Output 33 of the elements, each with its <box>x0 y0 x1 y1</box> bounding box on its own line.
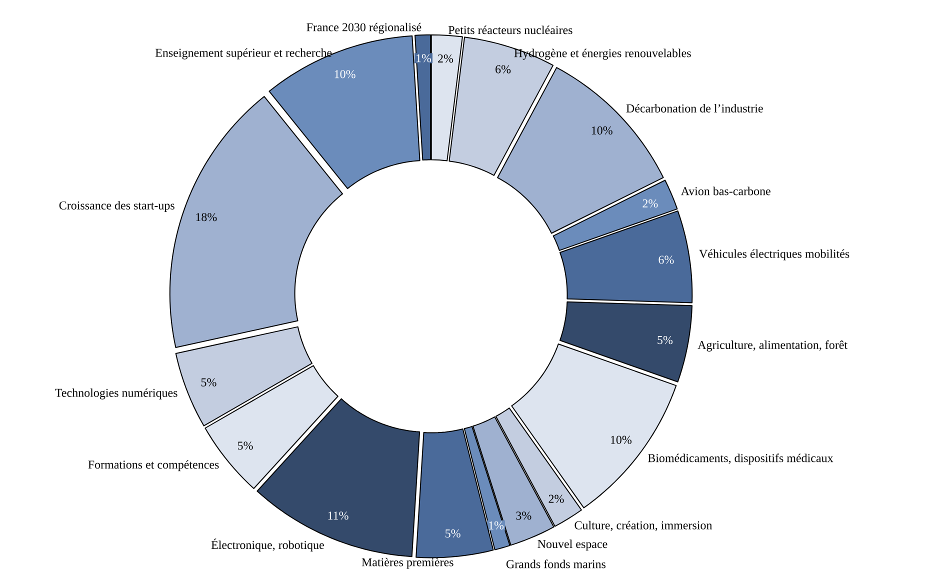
data-label: 5% <box>238 442 253 450</box>
slice-label: France 2030 régionalisé <box>306 22 422 34</box>
data-label: 10% <box>334 70 356 78</box>
data-label: 5% <box>658 336 673 344</box>
data-label: 5% <box>201 378 216 386</box>
slice-label: Matières premières <box>362 558 454 569</box>
data-label: 2% <box>548 494 564 503</box>
slice-label: Petits réacteurs nucléaires <box>448 26 572 34</box>
data-label: 10% <box>610 436 632 444</box>
slice-label: Enseignement supérieur et recherche <box>155 48 332 60</box>
data-label: 6% <box>496 65 511 74</box>
slice-label: Formations et compétences <box>88 460 219 472</box>
data-label: 11% <box>328 512 348 520</box>
slice-label: Nouvel espace <box>538 540 608 551</box>
slice-label: Véhicules électriques mobilités <box>699 249 850 260</box>
data-label: 2% <box>642 199 658 208</box>
slice-label: Avion bas-carbone <box>680 186 770 196</box>
data-label: 18% <box>196 213 217 222</box>
data-label: 2% <box>438 54 454 63</box>
slice-label: Croissance des start-ups <box>59 201 174 212</box>
data-label: 1% <box>416 54 432 62</box>
slice-label: Culture, création, immersion <box>574 520 712 532</box>
data-label: 3% <box>516 512 532 520</box>
data-label: 10% <box>592 126 612 135</box>
slice-label: Grands fonds marins <box>506 560 606 568</box>
data-label: 6% <box>658 256 674 264</box>
slice-label: Électronique, robotique <box>211 538 324 552</box>
slice-label: Décarbonation de l’industrie <box>626 104 763 112</box>
data-label: 1% <box>489 521 504 530</box>
slice-label: Biomédicaments, dispositifs médicaux <box>648 454 834 465</box>
data-label: 5% <box>446 529 460 538</box>
slice-label: Agriculture, alimentation, forêt <box>698 340 848 352</box>
slice-label: Technologies numériques <box>55 388 178 400</box>
